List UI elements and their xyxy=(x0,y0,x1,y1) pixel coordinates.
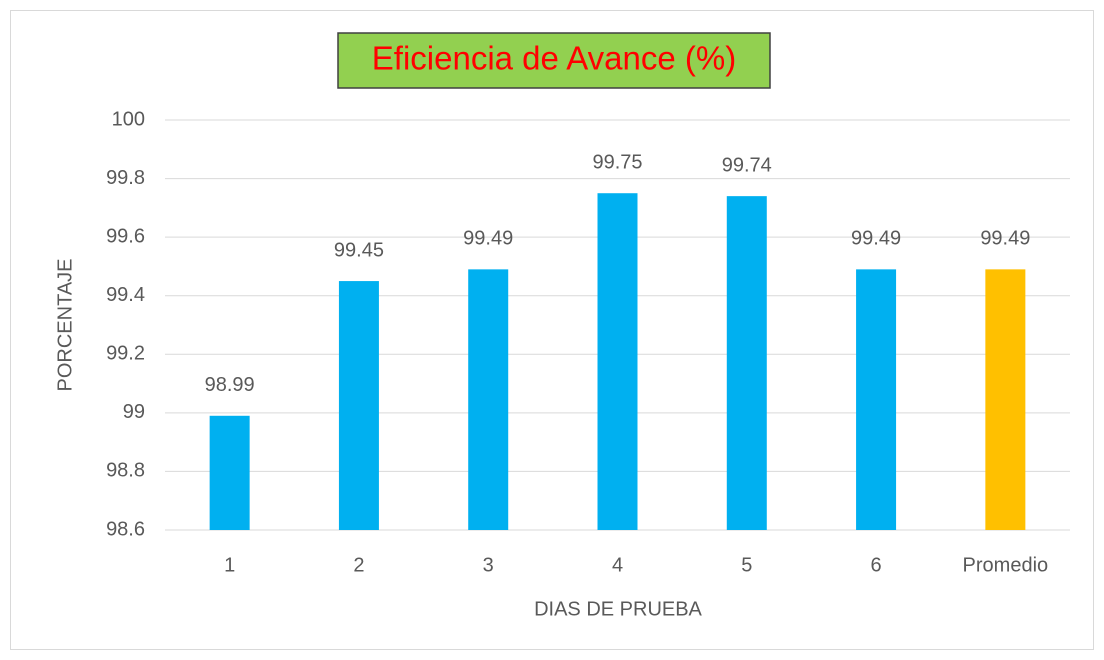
y-tick-label: 99.4 xyxy=(106,284,145,306)
data-label: 99.49 xyxy=(463,228,513,250)
chart-border xyxy=(10,10,1094,650)
data-label: 99.75 xyxy=(592,151,642,173)
bar xyxy=(597,193,638,530)
y-axis-label: PORCENTAJE xyxy=(54,259,76,392)
data-label: 99.45 xyxy=(334,239,384,261)
bar xyxy=(338,281,379,530)
x-tick-label: 1 xyxy=(224,554,235,576)
data-label: 99.49 xyxy=(851,228,901,250)
x-tick-label: Promedio xyxy=(963,554,1049,576)
y-tick-label: 99.8 xyxy=(106,167,145,189)
bar xyxy=(468,269,509,530)
title-box xyxy=(337,32,771,89)
x-tick-label: 3 xyxy=(483,554,494,576)
x-tick-label: 2 xyxy=(353,554,364,576)
y-tick-label: 99.2 xyxy=(106,343,145,365)
bar xyxy=(209,415,250,530)
data-label: 98.99 xyxy=(205,374,255,396)
y-tick-label: 98.6 xyxy=(106,518,145,540)
y-tick-label: 99.6 xyxy=(106,225,145,247)
x-tick-label: 6 xyxy=(871,554,882,576)
x-tick-label: 4 xyxy=(612,554,623,576)
data-label: 99.74 xyxy=(722,154,772,176)
data-label: 99.49 xyxy=(980,228,1030,250)
chart-title: Eficiencia de Avance (%) xyxy=(372,40,736,77)
bar xyxy=(856,269,897,530)
y-tick-label: 98.8 xyxy=(106,460,145,482)
bar xyxy=(726,196,767,530)
bar xyxy=(985,269,1026,530)
x-axis-label: DIAS DE PRUEBA xyxy=(534,598,702,620)
y-tick-label: 99 xyxy=(123,401,145,423)
y-tick-label: 100 xyxy=(112,108,145,130)
x-tick-label: 5 xyxy=(741,554,752,576)
